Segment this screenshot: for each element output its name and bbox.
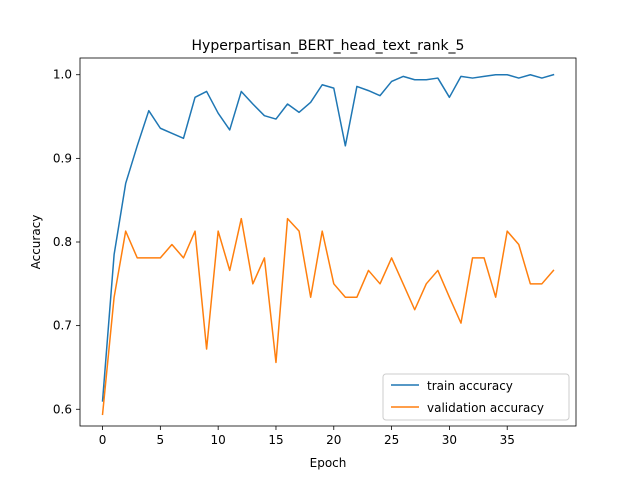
- x-tick-label: 10: [211, 433, 226, 447]
- series-line-train-accuracy: [101, 73, 555, 402]
- series-layer: [101, 73, 555, 416]
- plot-frame: [79, 57, 577, 427]
- x-axis-label: Epoch: [310, 456, 347, 470]
- x-axis-ticks: 0 5 10 15 20 25 30 35: [99, 426, 515, 447]
- x-tick-label: 35: [500, 433, 515, 447]
- legend-box: [382, 373, 570, 421]
- legend: train accuracy validation accuracy: [382, 373, 570, 421]
- y-axis-ticks: 0.6 0.7 0.8 0.9 1.0: [53, 68, 80, 416]
- chart-title: Hyperpartisan_BERT_head_text_rank_5: [192, 38, 465, 54]
- x-tick-label: 5: [157, 433, 165, 447]
- x-tick-label: 30: [442, 433, 457, 447]
- y-tick-label: 0.9: [53, 151, 72, 165]
- series-line-validation-accuracy: [101, 217, 555, 416]
- y-tick-label: 0.8: [53, 235, 72, 249]
- y-axis-label: Accuracy: [29, 215, 43, 270]
- y-tick-label: 0.7: [53, 319, 72, 333]
- x-tick-label: 15: [268, 433, 283, 447]
- x-tick-label: 25: [384, 433, 399, 447]
- x-tick-label: 0: [99, 433, 107, 447]
- x-tick-label: 20: [326, 433, 341, 447]
- y-tick-label: 1.0: [53, 68, 72, 82]
- plot-area: [80, 58, 576, 426]
- legend-label-validation-accuracy: validation accuracy: [427, 401, 544, 415]
- legend-label-train-accuracy: train accuracy: [427, 379, 513, 393]
- y-tick-label: 0.6: [53, 402, 72, 416]
